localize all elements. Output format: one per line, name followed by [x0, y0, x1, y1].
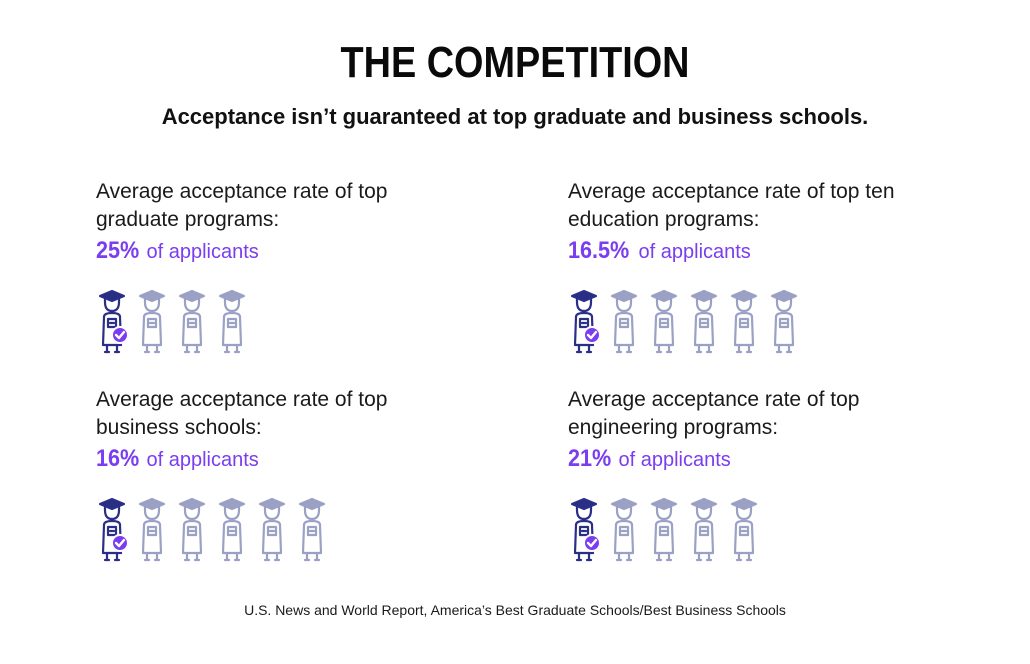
stat-label: Average acceptance rate of top ten educa…	[568, 178, 948, 234]
graduate-icon	[96, 495, 128, 563]
stat-label-line1: Average acceptance rate of top	[568, 388, 860, 411]
graduate-icon	[648, 495, 680, 563]
graduate-icon	[688, 287, 720, 355]
stat-label: Average acceptance rate of top graduate …	[96, 178, 476, 234]
icon-row	[96, 495, 476, 563]
graduate-icon	[296, 495, 328, 563]
graduate-icon	[608, 495, 640, 563]
stat-engineering-programs: Average acceptance rate of top engineeri…	[568, 386, 948, 563]
source-citation: U.S. News and World Report, America’s Be…	[244, 602, 786, 618]
stat-education-programs: Average acceptance rate of top ten educa…	[568, 178, 948, 355]
graduate-icon	[176, 495, 208, 563]
stat-label-line2: business schools:	[96, 416, 262, 439]
graduate-icon	[648, 287, 680, 355]
stat-percent: 21%	[568, 445, 612, 472]
graduate-icon	[728, 287, 760, 355]
stat-percent: 16.5%	[568, 237, 630, 264]
graduate-icon	[136, 495, 168, 563]
graduate-icon	[256, 495, 288, 563]
stat-suffix: of applicants	[146, 449, 259, 471]
graduate-icon	[688, 495, 720, 563]
icon-row	[96, 287, 476, 355]
stat-label-line1: Average acceptance rate of top ten	[568, 180, 895, 203]
page-title: THE COMPETITION	[340, 38, 690, 87]
stat-value: 16.5% of applicants	[568, 236, 948, 269]
graduate-icon	[608, 287, 640, 355]
graduate-icon	[768, 287, 800, 355]
stat-suffix: of applicants	[638, 241, 751, 263]
stat-suffix: of applicants	[618, 449, 731, 471]
graduate-icon	[216, 287, 248, 355]
page-subtitle: Acceptance isn’t guaranteed at top gradu…	[161, 104, 869, 129]
graduate-icon	[96, 287, 128, 355]
stat-label: Average acceptance rate of top business …	[96, 386, 476, 442]
graduate-icon	[176, 287, 208, 355]
stat-label-line2: engineering programs:	[568, 416, 779, 439]
stat-graduate-programs: Average acceptance rate of top graduate …	[96, 178, 476, 355]
stat-label-line1: Average acceptance rate of top	[96, 388, 388, 411]
graduate-icon	[568, 495, 600, 563]
stat-label-line2: graduate programs:	[96, 208, 280, 231]
stat-label-line2: education programs:	[568, 208, 760, 231]
stat-value: 25% of applicants	[96, 236, 476, 269]
graduate-icon	[568, 287, 600, 355]
icon-row	[568, 495, 948, 563]
stat-label: Average acceptance rate of top engineeri…	[568, 386, 948, 442]
stat-value: 21% of applicants	[568, 444, 948, 477]
stat-label-line1: Average acceptance rate of top	[96, 180, 388, 203]
stat-percent: 16%	[96, 445, 140, 472]
stat-suffix: of applicants	[146, 241, 259, 263]
graduate-icon	[216, 495, 248, 563]
icon-row	[568, 287, 948, 355]
stat-percent: 25%	[96, 237, 140, 264]
graduate-icon	[136, 287, 168, 355]
stat-business-schools: Average acceptance rate of top business …	[96, 386, 476, 563]
stat-value: 16% of applicants	[96, 444, 476, 477]
graduate-icon	[728, 495, 760, 563]
